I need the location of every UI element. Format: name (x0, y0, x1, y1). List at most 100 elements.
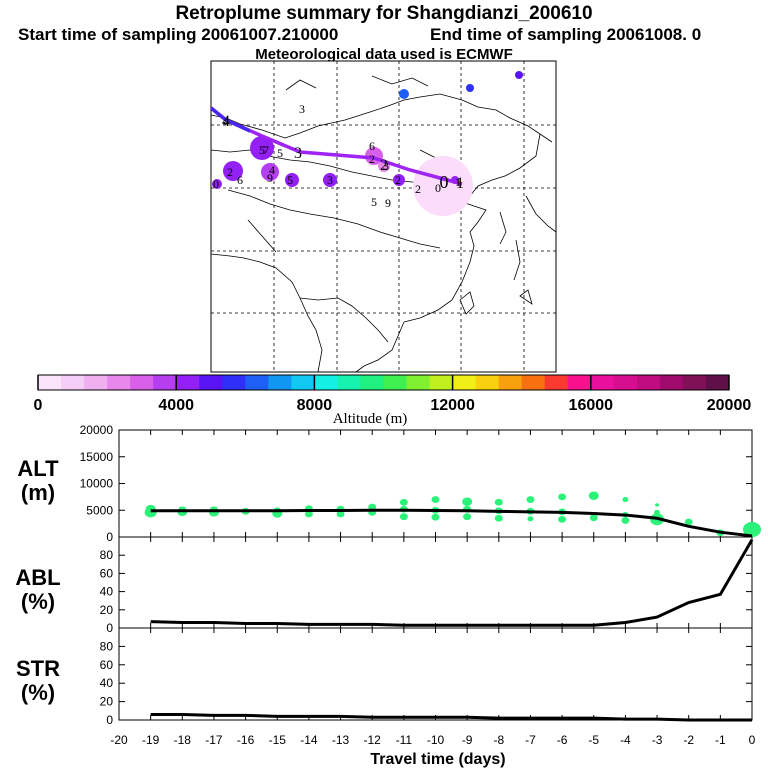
colorbar-swatch (452, 375, 477, 390)
met-data-note: Meteorological data used is ECMWF (255, 46, 513, 63)
trajectory-day-label: 0 (440, 172, 449, 192)
map-label: 9 (267, 171, 273, 185)
map-label: 5 (287, 173, 293, 187)
colorbar-swatch (199, 375, 223, 390)
scatter-point (304, 510, 313, 518)
scatter-point (558, 515, 567, 523)
plume-circle (323, 173, 337, 187)
map-label: 1 (455, 175, 461, 189)
x-tick-label: -14 (300, 733, 318, 747)
y-tick-label: 0 (106, 713, 113, 727)
y-tick-label: 60 (100, 566, 114, 580)
x-tick-label: -3 (652, 733, 663, 747)
colorbar-tick-label: 8000 (297, 397, 333, 414)
map-gridlines (211, 61, 556, 372)
map-label: 0 (435, 181, 441, 195)
y-tick-label: 20 (100, 695, 114, 709)
colorbar-swatch (682, 375, 707, 390)
plume-circle (399, 89, 409, 99)
chart-title: Retroplume summary for Shangdianzi_20061… (175, 3, 593, 24)
map-label: 3 (327, 173, 333, 187)
x-tick-label: -5 (588, 733, 599, 747)
scatter-point (588, 491, 599, 501)
y-axis-label: STR (16, 656, 60, 681)
x-tick-label: -6 (557, 733, 568, 747)
map-label: 5 (371, 195, 377, 209)
x-tick-label: -19 (142, 733, 160, 747)
scatter-point (684, 518, 693, 526)
colorbar-swatch (222, 375, 246, 390)
x-tick-label: -18 (174, 733, 192, 747)
scatter-point (654, 509, 661, 515)
colorbar-tick-label: 20000 (707, 397, 752, 414)
altitude-median-line (150, 508, 753, 538)
map-label: 6 (237, 173, 243, 187)
scatter-point (622, 497, 629, 503)
x-tick-label: -2 (683, 733, 694, 747)
scatter-point (655, 503, 660, 507)
y-axis-label: (m) (21, 480, 55, 505)
scatter-point (589, 514, 598, 522)
map-label: 3 (299, 102, 305, 116)
colorbar-swatch (268, 375, 292, 390)
colorbar-swatch (705, 375, 730, 390)
colorbar-swatch (291, 375, 315, 390)
colorbar-swatch (245, 375, 269, 390)
trajectory-day-label: 3 (294, 145, 302, 162)
y-tick-label: 40 (100, 585, 114, 599)
start-time-label: Start time of sampling 20061007.210000 (18, 25, 339, 44)
y-tick-label: 0 (106, 530, 113, 544)
map-label: 2 (415, 182, 421, 196)
y-tick-label: 20000 (80, 423, 114, 437)
colorbar-swatch (337, 375, 361, 390)
plume-circle (285, 173, 299, 187)
plume-circle (250, 136, 274, 160)
x-tick-label: -11 (396, 733, 413, 747)
colorbar-swatch (383, 375, 407, 390)
y-tick-label: 20 (100, 603, 114, 617)
x-tick-label: -17 (205, 733, 223, 747)
plume-zero-circle (413, 156, 473, 216)
scatter-point (368, 503, 377, 511)
scatter-point (431, 513, 440, 521)
abl-line (150, 538, 754, 627)
abl-frame (118, 536, 753, 629)
y-axis-label: (%) (21, 680, 55, 705)
colorbar-swatch (130, 375, 154, 390)
map-label: 5 (277, 146, 283, 160)
x-tick-label: -8 (493, 733, 504, 747)
map-label: 4 (269, 163, 275, 177)
y-tick-label: 80 (100, 639, 114, 653)
colorbar-swatch (544, 375, 569, 390)
plume-circle (466, 84, 474, 92)
plume-circle (261, 163, 279, 181)
plume-circle (212, 179, 222, 189)
y-tick-label: 10000 (80, 477, 114, 491)
colorbar-tick-label: 0 (34, 397, 43, 414)
map-label: 2 (227, 165, 233, 179)
colorbar-swatch (38, 375, 62, 390)
y-axis-label: ABL (15, 565, 60, 590)
map-frame (210, 60, 557, 373)
abl-panel: 0 20 40 60 80 ABL(%) (15, 536, 754, 635)
str-frame (118, 627, 753, 721)
map-label: 3 (383, 159, 389, 173)
map-label: 7 (263, 143, 269, 157)
plume-circle (223, 161, 243, 181)
alt-panel: 0 5000 10000 15000 20000 ALT(m) (17, 423, 761, 544)
y-tick-label: 60 (100, 658, 114, 672)
y-tick-label: 0 (106, 621, 113, 635)
x-tick-label: 0 (749, 733, 756, 747)
scatter-point (431, 496, 440, 503)
plume-circle (393, 174, 405, 186)
map-label: 2 (369, 152, 375, 166)
colorbar-swatch (314, 375, 338, 390)
scatter-point (463, 513, 472, 521)
trajectory-day-label: 2 (380, 157, 388, 174)
x-tick-label: -10 (427, 733, 445, 747)
colorbar-swatch (498, 375, 523, 390)
trajectory-line-start (209, 106, 251, 133)
